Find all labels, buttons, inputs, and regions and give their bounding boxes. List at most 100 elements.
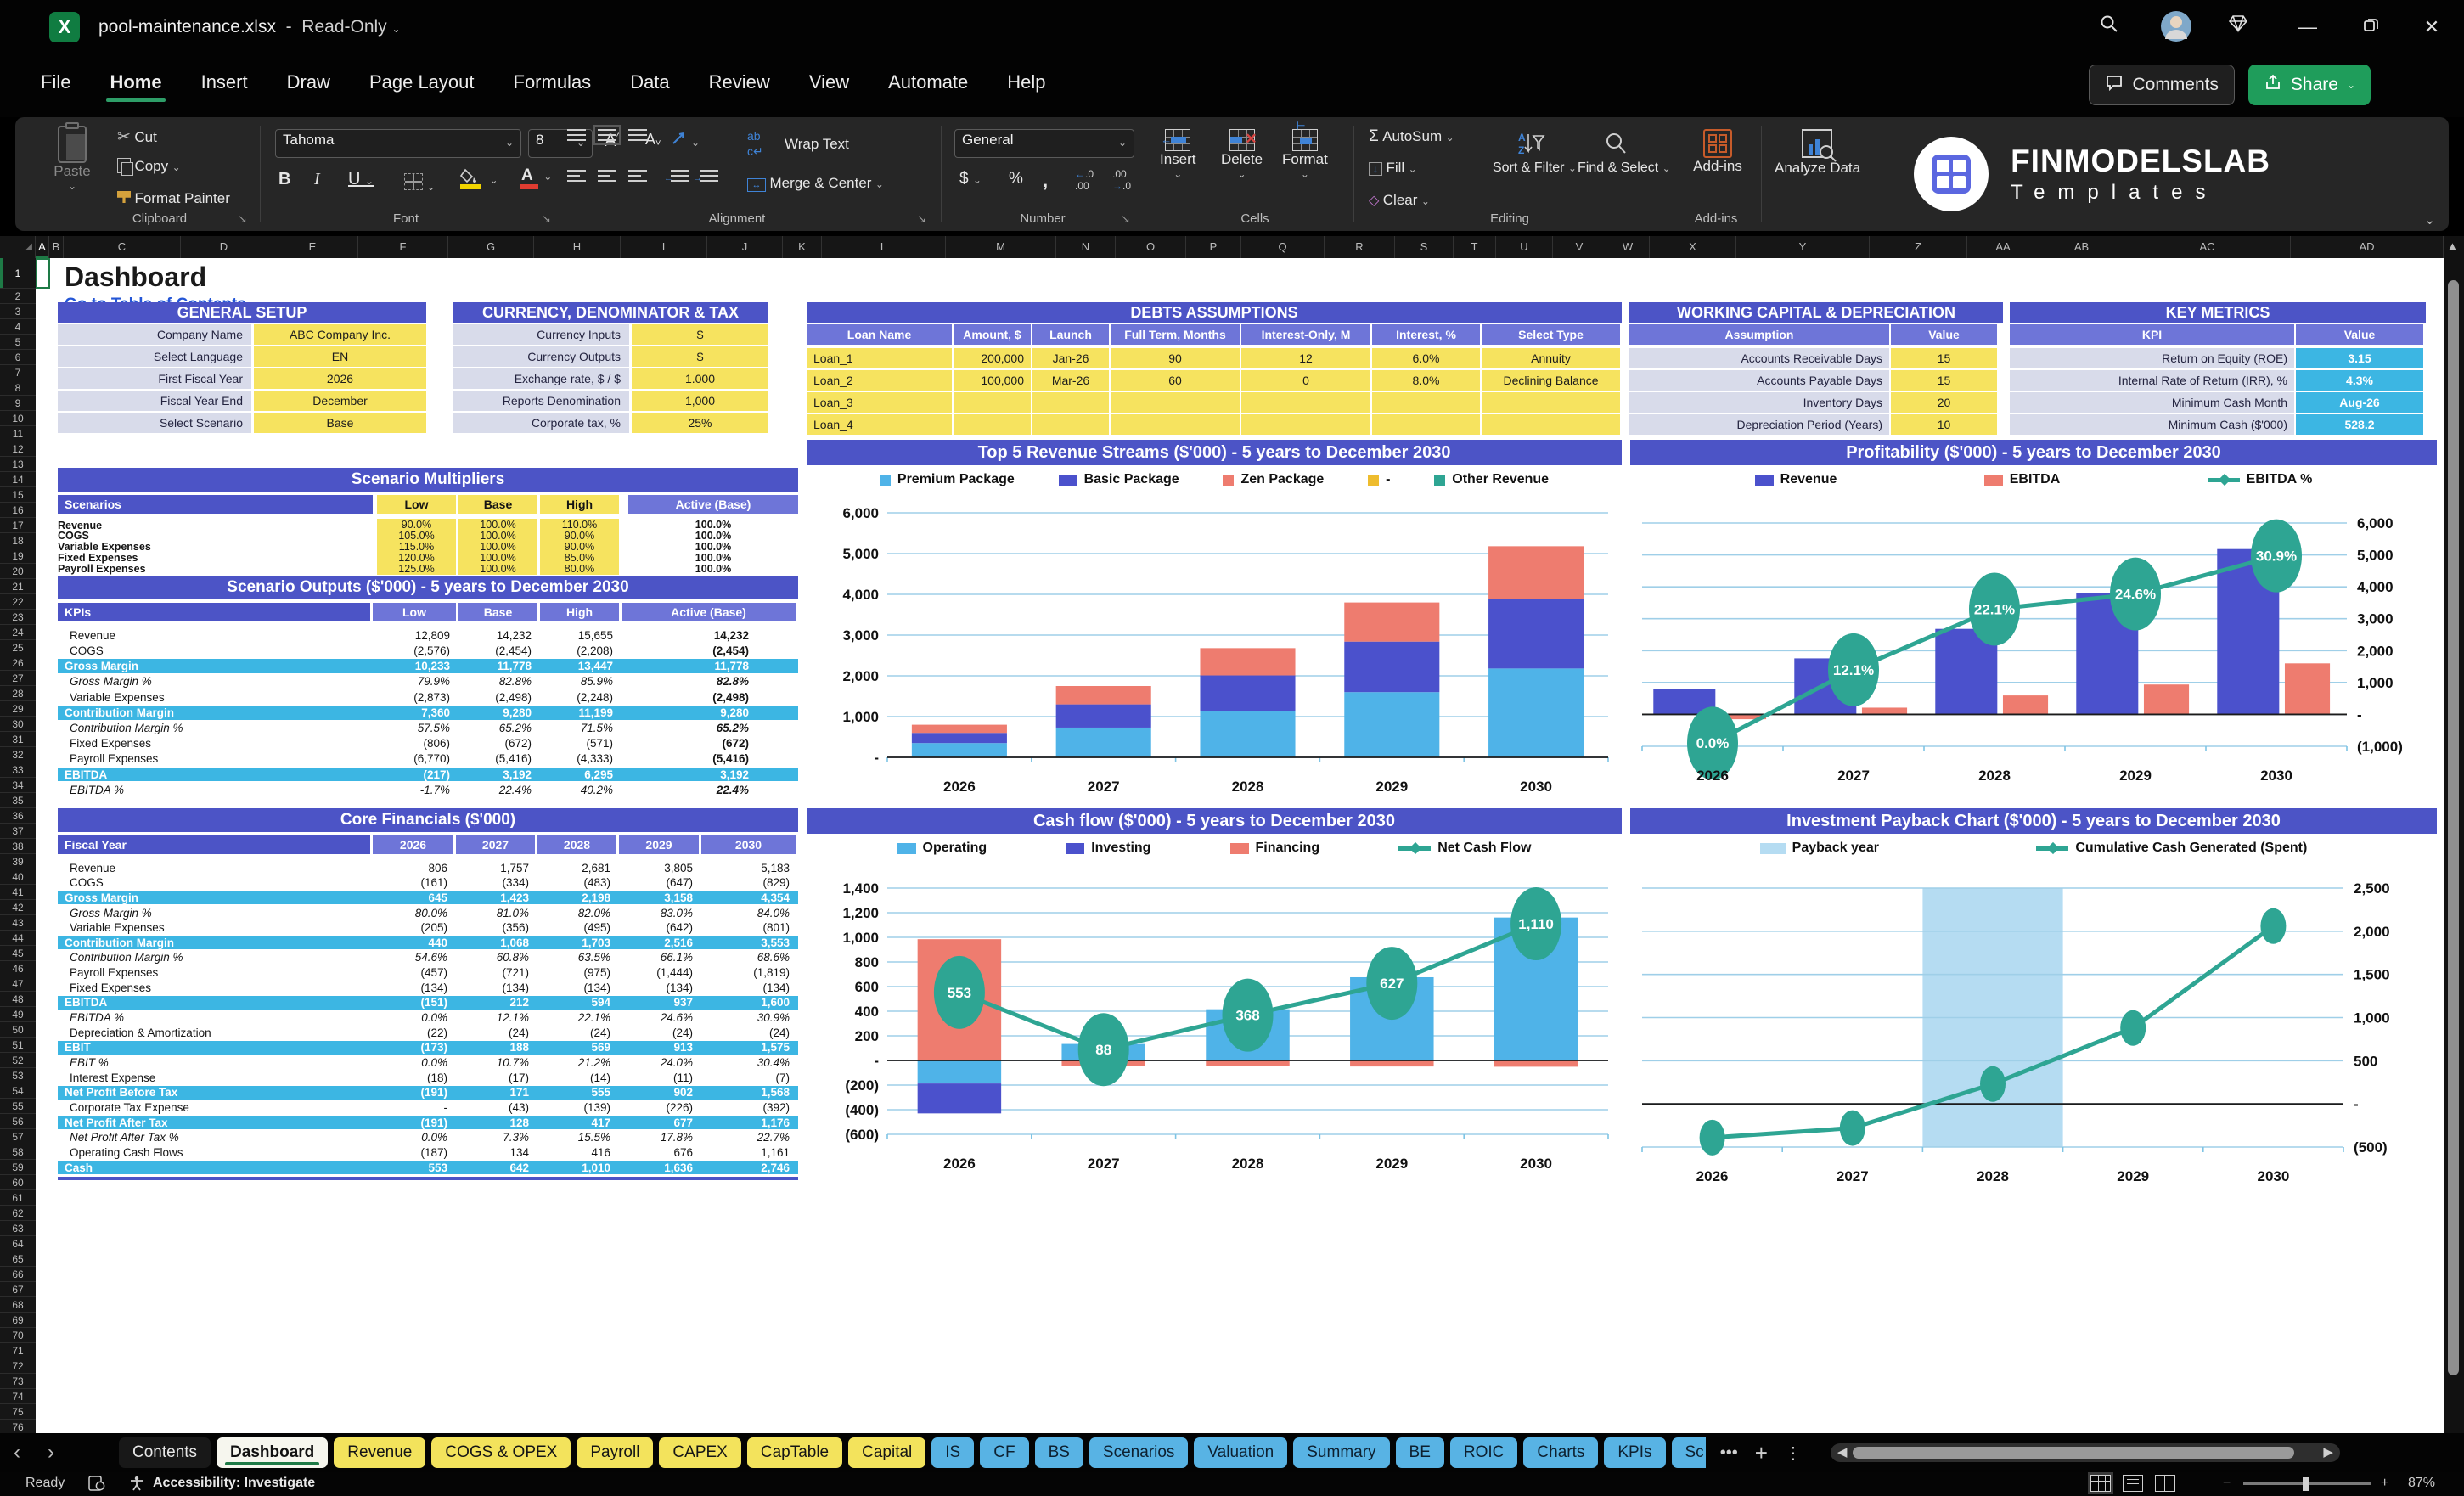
vertical-align-buttons[interactable] — [567, 125, 647, 145]
scenario-outputs-row[interactable]: Gross Margin % 79.9% 82.8% 85.9% 82.8% — [70, 675, 749, 689]
row-header-7[interactable]: 7 — [0, 365, 36, 380]
row-header-10[interactable]: 10 — [0, 411, 36, 426]
core-financials-row[interactable]: Payroll Expenses (457) (721) (975) (1,444) (1… — [70, 966, 790, 980]
column-header-C[interactable]: C — [64, 236, 181, 258]
debts-cell[interactable]: Declining Balance — [1482, 370, 1620, 391]
key-metrics-cell[interactable]: Aug-26 — [2296, 392, 2423, 413]
core-financials-row[interactable]: Net Profit Before Tax (191) 171 555 902 1,568 — [58, 1085, 798, 1100]
debts-cell[interactable] — [1241, 392, 1370, 413]
sheet-canvas[interactable]: Dashboard Go to Table of Contents GENERA… — [36, 258, 2444, 1433]
debts-cell[interactable] — [954, 414, 1031, 435]
row-header-36[interactable]: 36 — [0, 808, 36, 824]
debts-cell[interactable] — [1241, 414, 1370, 435]
row-header-43[interactable]: 43 — [0, 915, 36, 931]
wrap-text-button[interactable]: ab c↵ — [747, 129, 763, 160]
row-header-53[interactable]: 53 — [0, 1068, 36, 1083]
row-header-2[interactable]: 2 — [0, 289, 36, 304]
column-header-E[interactable]: E — [267, 236, 358, 258]
font-name-select[interactable]: Tahoma ⌄ — [275, 129, 521, 158]
core-financials-row[interactable]: Operating Cash Flows (187) 134 416 676 1,161 — [70, 1145, 790, 1159]
decrease-decimal-button[interactable]: .00 →.0 — [1112, 168, 1132, 192]
increase-decimal-button[interactable]: ←.0.00 — [1075, 168, 1094, 192]
menu-insert[interactable]: Insert — [200, 71, 248, 93]
paste-button[interactable]: Paste ⌄ — [41, 122, 104, 192]
row-header-68[interactable]: 68 — [0, 1297, 36, 1313]
row-header-59[interactable]: 59 — [0, 1160, 36, 1175]
column-header-P[interactable]: P — [1186, 236, 1241, 258]
scenario-multipliers-active-cell[interactable]: 100.0% — [695, 541, 732, 554]
currency-tax-row[interactable]: Exchange rate, $ / $1.000 — [453, 368, 768, 389]
horizontal-scrollbar[interactable]: ◀ ▶ — [1830, 1443, 2340, 1462]
core-financials-row[interactable]: Interest Expense (18) (17) (14) (11) (7) — [70, 1071, 790, 1084]
debts-cell[interactable]: Loan_1 — [807, 348, 952, 368]
core-financials-row[interactable]: Contribution Margin 440 1,068 1,703 2,516 3,5… — [58, 936, 798, 950]
row-header-3[interactable]: 3 — [0, 304, 36, 319]
scenario-multipliers-cell[interactable]: 120.0% — [377, 551, 456, 565]
row-header-14[interactable]: 14 — [0, 472, 36, 487]
scenario-multipliers-active-cell[interactable]: 100.0% — [695, 562, 732, 575]
sheet-tab-charts[interactable]: Charts — [1523, 1437, 1599, 1468]
row-header-74[interactable]: 74 — [0, 1389, 36, 1404]
row-header-19[interactable]: 19 — [0, 548, 36, 564]
row-header-39[interactable]: 39 — [0, 854, 36, 869]
row-numbers[interactable]: 1 2 3 4 5 6 7 8 9 10 11 12 13 14 15 16 17 18 19 20 21 22 23 24 2… — [0, 258, 36, 1435]
core-financials-row[interactable]: Corporate Tax Expense - (43) (139) (226) (392… — [70, 1100, 790, 1114]
column-header-D[interactable]: D — [181, 236, 267, 258]
core-financials-row[interactable]: Gross Margin % 80.0% 81.0% 82.0% 83.0% 84.0% — [70, 906, 790, 920]
debts-cell[interactable]: 8.0% — [1372, 370, 1480, 391]
orientation-button[interactable]: ⌄ — [671, 129, 700, 150]
column-header-O[interactable]: O — [1116, 236, 1186, 258]
key-metrics-cell[interactable]: 3.15 — [2296, 348, 2423, 368]
column-header-Y[interactable]: Y — [1736, 236, 1870, 258]
debts-cell[interactable]: 60 — [1111, 370, 1240, 391]
row-header-26[interactable]: 26 — [0, 655, 36, 671]
scenario-multipliers-cell[interactable]: 125.0% — [377, 562, 456, 576]
horizontal-scroll-thumb[interactable] — [1852, 1447, 2294, 1459]
select-all-corner[interactable]: ◢ — [0, 236, 36, 258]
number-format-select[interactable]: General ⌄ — [954, 129, 1134, 158]
bold-button[interactable]: B — [278, 170, 291, 188]
row-header-54[interactable]: 54 — [0, 1083, 36, 1099]
core-financials-row[interactable]: Net Profit After Tax (191) 128 417 677 1,176 — [58, 1116, 798, 1130]
row-header-32[interactable]: 32 — [0, 747, 36, 762]
row-header-12[interactable]: 12 — [0, 441, 36, 457]
debts-cell[interactable]: Loan_2 — [807, 370, 952, 391]
column-header-AC[interactable]: AC — [2124, 236, 2291, 258]
scenario-multipliers-cell[interactable]: 105.0% — [377, 529, 456, 543]
scenario-outputs-row[interactable]: Contribution Margin % 57.5% 65.2% 71.5% 65.2… — [70, 722, 749, 735]
column-header-I[interactable]: I — [621, 236, 707, 258]
sheet-tab-revenue[interactable]: Revenue — [334, 1437, 426, 1468]
percent-style-button[interactable]: % — [1009, 170, 1023, 188]
horizontal-align-buttons[interactable] — [567, 170, 647, 182]
vertical-scroll-thumb[interactable] — [2448, 280, 2459, 1375]
column-header-B[interactable]: B — [49, 236, 64, 258]
search-icon[interactable] — [2094, 12, 2124, 42]
key-metrics-cell[interactable]: 4.3% — [2296, 370, 2423, 391]
column-header-AB[interactable]: AB — [2039, 236, 2124, 258]
scenario-multipliers-cell[interactable]: 100.0% — [458, 529, 537, 543]
sheet-tab-valuation[interactable]: Valuation — [1194, 1437, 1288, 1468]
row-header-48[interactable]: 48 — [0, 992, 36, 1007]
add-sheet-button[interactable]: + — [1754, 1439, 1768, 1465]
scenario-outputs-row[interactable]: EBITDA % -1.7% 22.4% 40.2% 22.4% — [70, 783, 749, 796]
scenario-multipliers-row-label[interactable]: Variable Expenses — [58, 541, 151, 554]
merge-center-button[interactable]: ↔ Merge & Center ⌄ — [747, 175, 884, 192]
menu-draw[interactable]: Draw — [286, 71, 330, 93]
align-top-icon[interactable] — [567, 129, 586, 141]
debts-cell[interactable]: Jan-26 — [1032, 348, 1109, 368]
zoom-slider-thumb[interactable] — [2303, 1477, 2309, 1491]
scenario-multipliers-cell[interactable]: 90.0% — [540, 529, 619, 543]
scenario-multipliers-row-label[interactable]: COGS — [58, 530, 89, 543]
general-setup-row[interactable]: First Fiscal Year 2026 — [58, 368, 426, 389]
row-header-38[interactable]: 38 — [0, 839, 36, 854]
row-header-9[interactable]: 9 — [0, 396, 36, 411]
align-right-icon[interactable] — [628, 170, 647, 182]
row-header-71[interactable]: 71 — [0, 1343, 36, 1358]
row-header-24[interactable]: 24 — [0, 625, 36, 640]
row-header-23[interactable]: 23 — [0, 610, 36, 625]
decrease-indent-icon[interactable]: ← — [664, 170, 689, 183]
row-header-45[interactable]: 45 — [0, 946, 36, 961]
core-financials-row[interactable]: EBITDA % 0.0% 12.1% 22.1% 24.6% 30.9% — [70, 1011, 790, 1025]
core-financials-row[interactable]: Net Profit After Tax % 0.0% 7.3% 15.5% 17.8%… — [70, 1131, 790, 1144]
column-header-H[interactable]: H — [534, 236, 621, 258]
